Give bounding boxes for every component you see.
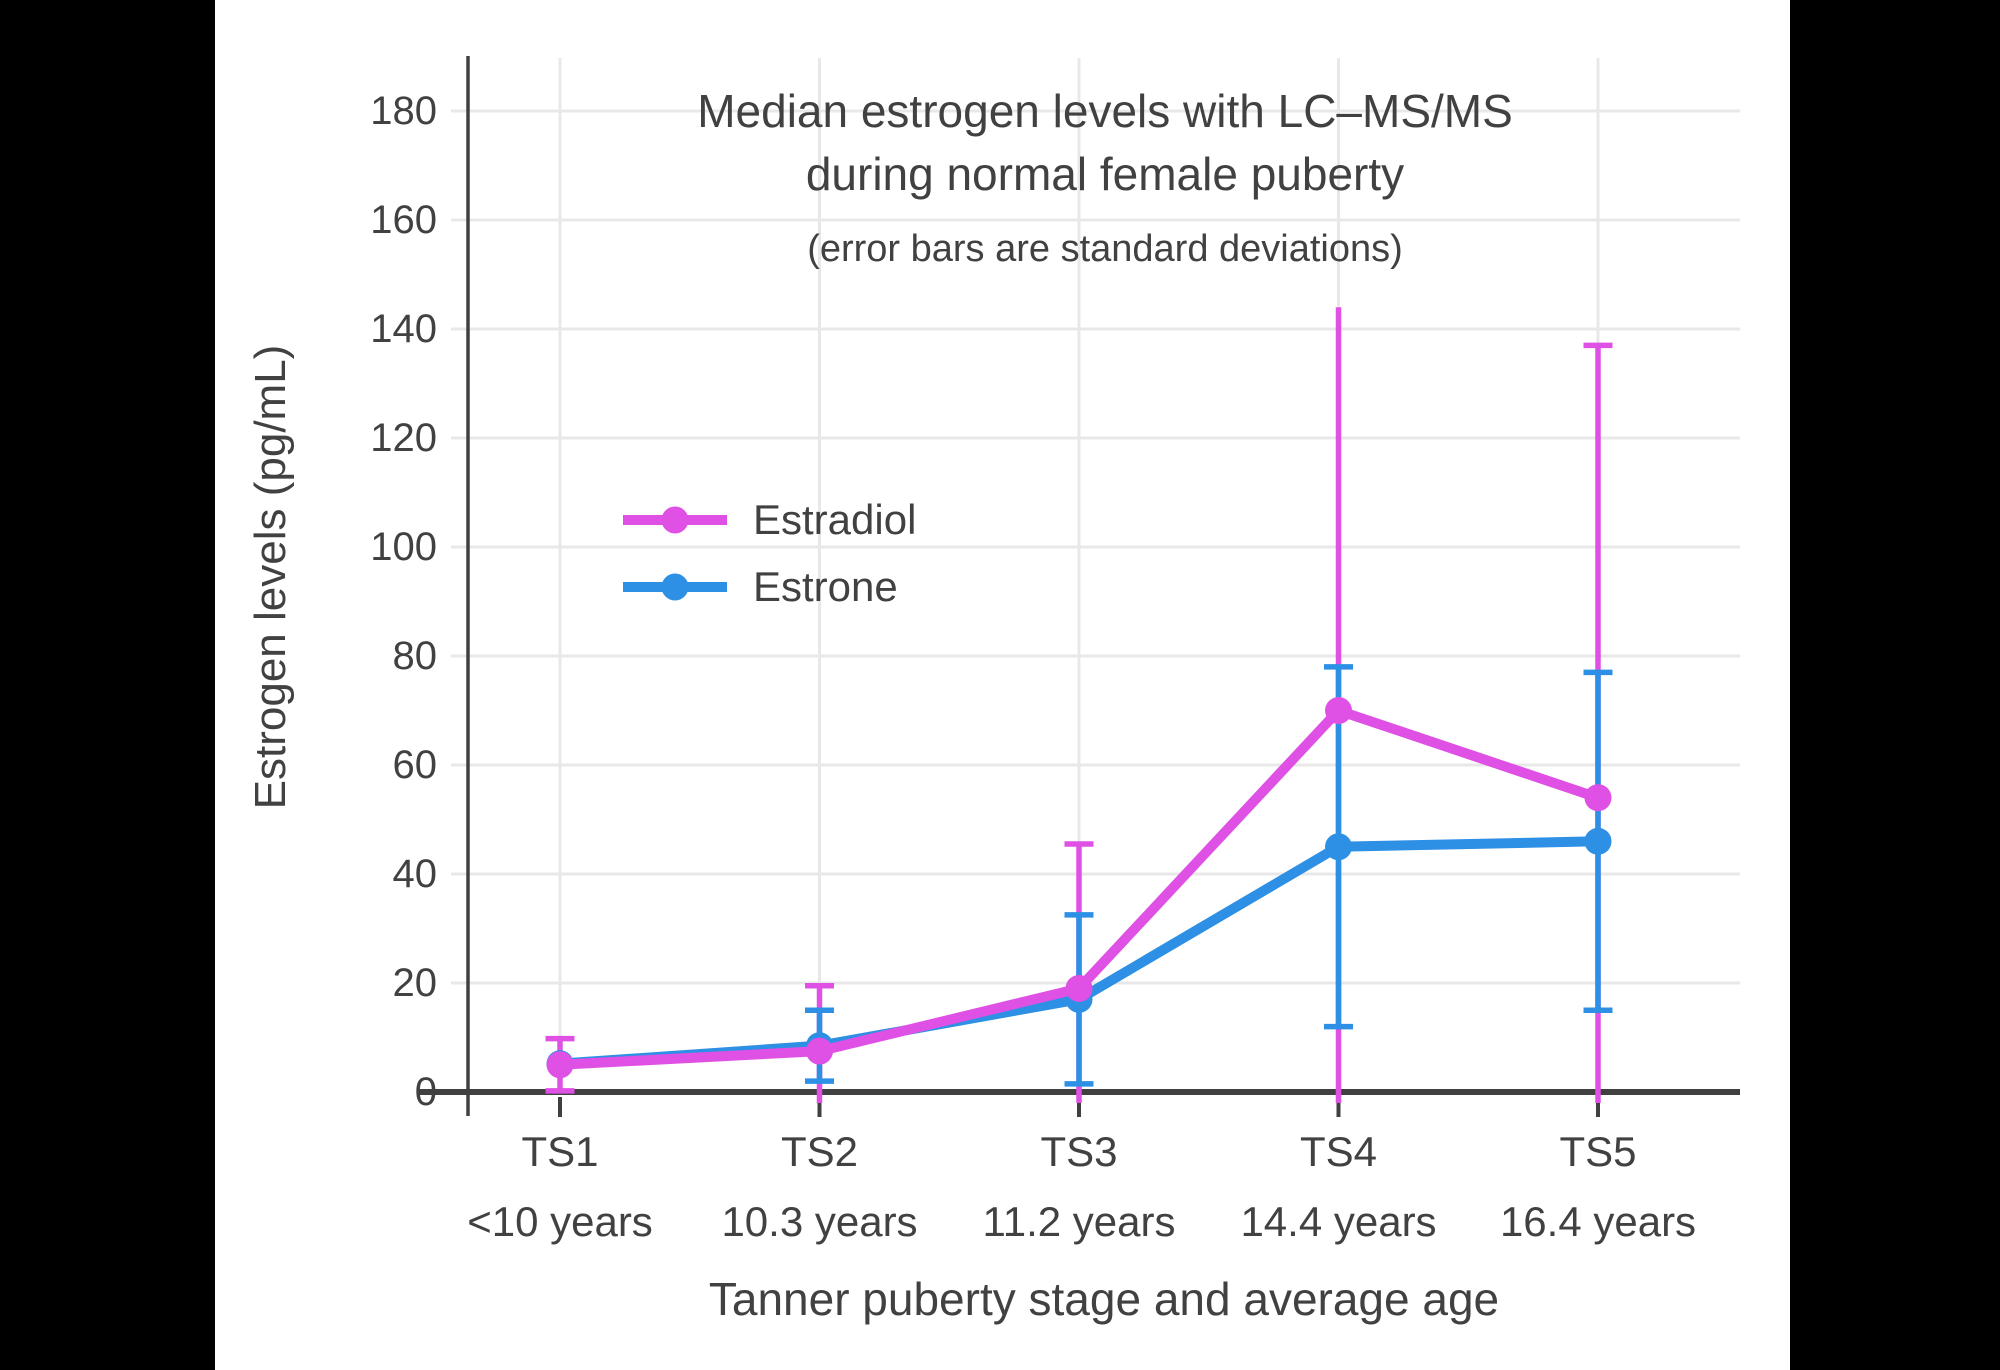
x-tick-age-label: <10 years [467,1198,653,1245]
x-tick-age-label: 14.4 years [1240,1198,1437,1245]
plot-area [418,56,1740,1117]
x-tick-stage-label: TS4 [1299,1128,1378,1175]
x-tick-stage-label: TS3 [1040,1128,1118,1175]
legend-item-estrone: Estrone [619,553,916,620]
x-tick-stage-label: TS2 [780,1128,859,1175]
x-tick-stage-label: TS5 [1559,1128,1637,1175]
y-tick-label: 80 [392,634,438,678]
legend-item-estradiol: Estradiol [619,486,916,553]
legend-line-sample-icon [623,573,727,600]
x-tick-age-label: 11.2 years [982,1198,1176,1245]
y-tick-label: 180 [370,89,437,133]
x-tick-stage-label: TS1 [521,1128,599,1175]
chart-title-line1: Median estrogen levels with LC–MS/MS [697,85,1513,137]
legend: Estradiol Estrone [619,486,916,620]
y-tick-label: 60 [392,743,438,787]
chart-subtitle: (error bars are standard deviations) [807,228,1403,270]
y-tick-label: 120 [370,416,437,460]
x-tick-age-label: 10.3 years [721,1198,918,1245]
y-tick-label: 140 [370,307,437,351]
x-tick-age-label: 16.4 years [1499,1198,1697,1245]
chart-title: Median estrogen levels with LC–MS/MS dur… [605,80,1605,206]
x-axis-title: Tanner puberty stage and average age [708,1273,1500,1325]
y-tick-label: 20 [392,961,438,1005]
legend-label: Estrone [753,562,898,610]
chart-title-line2: during normal female puberty [805,148,1405,200]
chart-panel: Median estrogen levels with LC–MS/MS dur… [215,0,1790,1370]
y-tick-label: 100 [370,525,437,569]
y-tick-label: 40 [392,852,438,896]
y-tick-label: 0 [414,1070,437,1114]
y-tick-label: 160 [370,198,437,242]
legend-line-sample-icon [623,506,727,533]
legend-label: Estradiol [753,495,917,543]
